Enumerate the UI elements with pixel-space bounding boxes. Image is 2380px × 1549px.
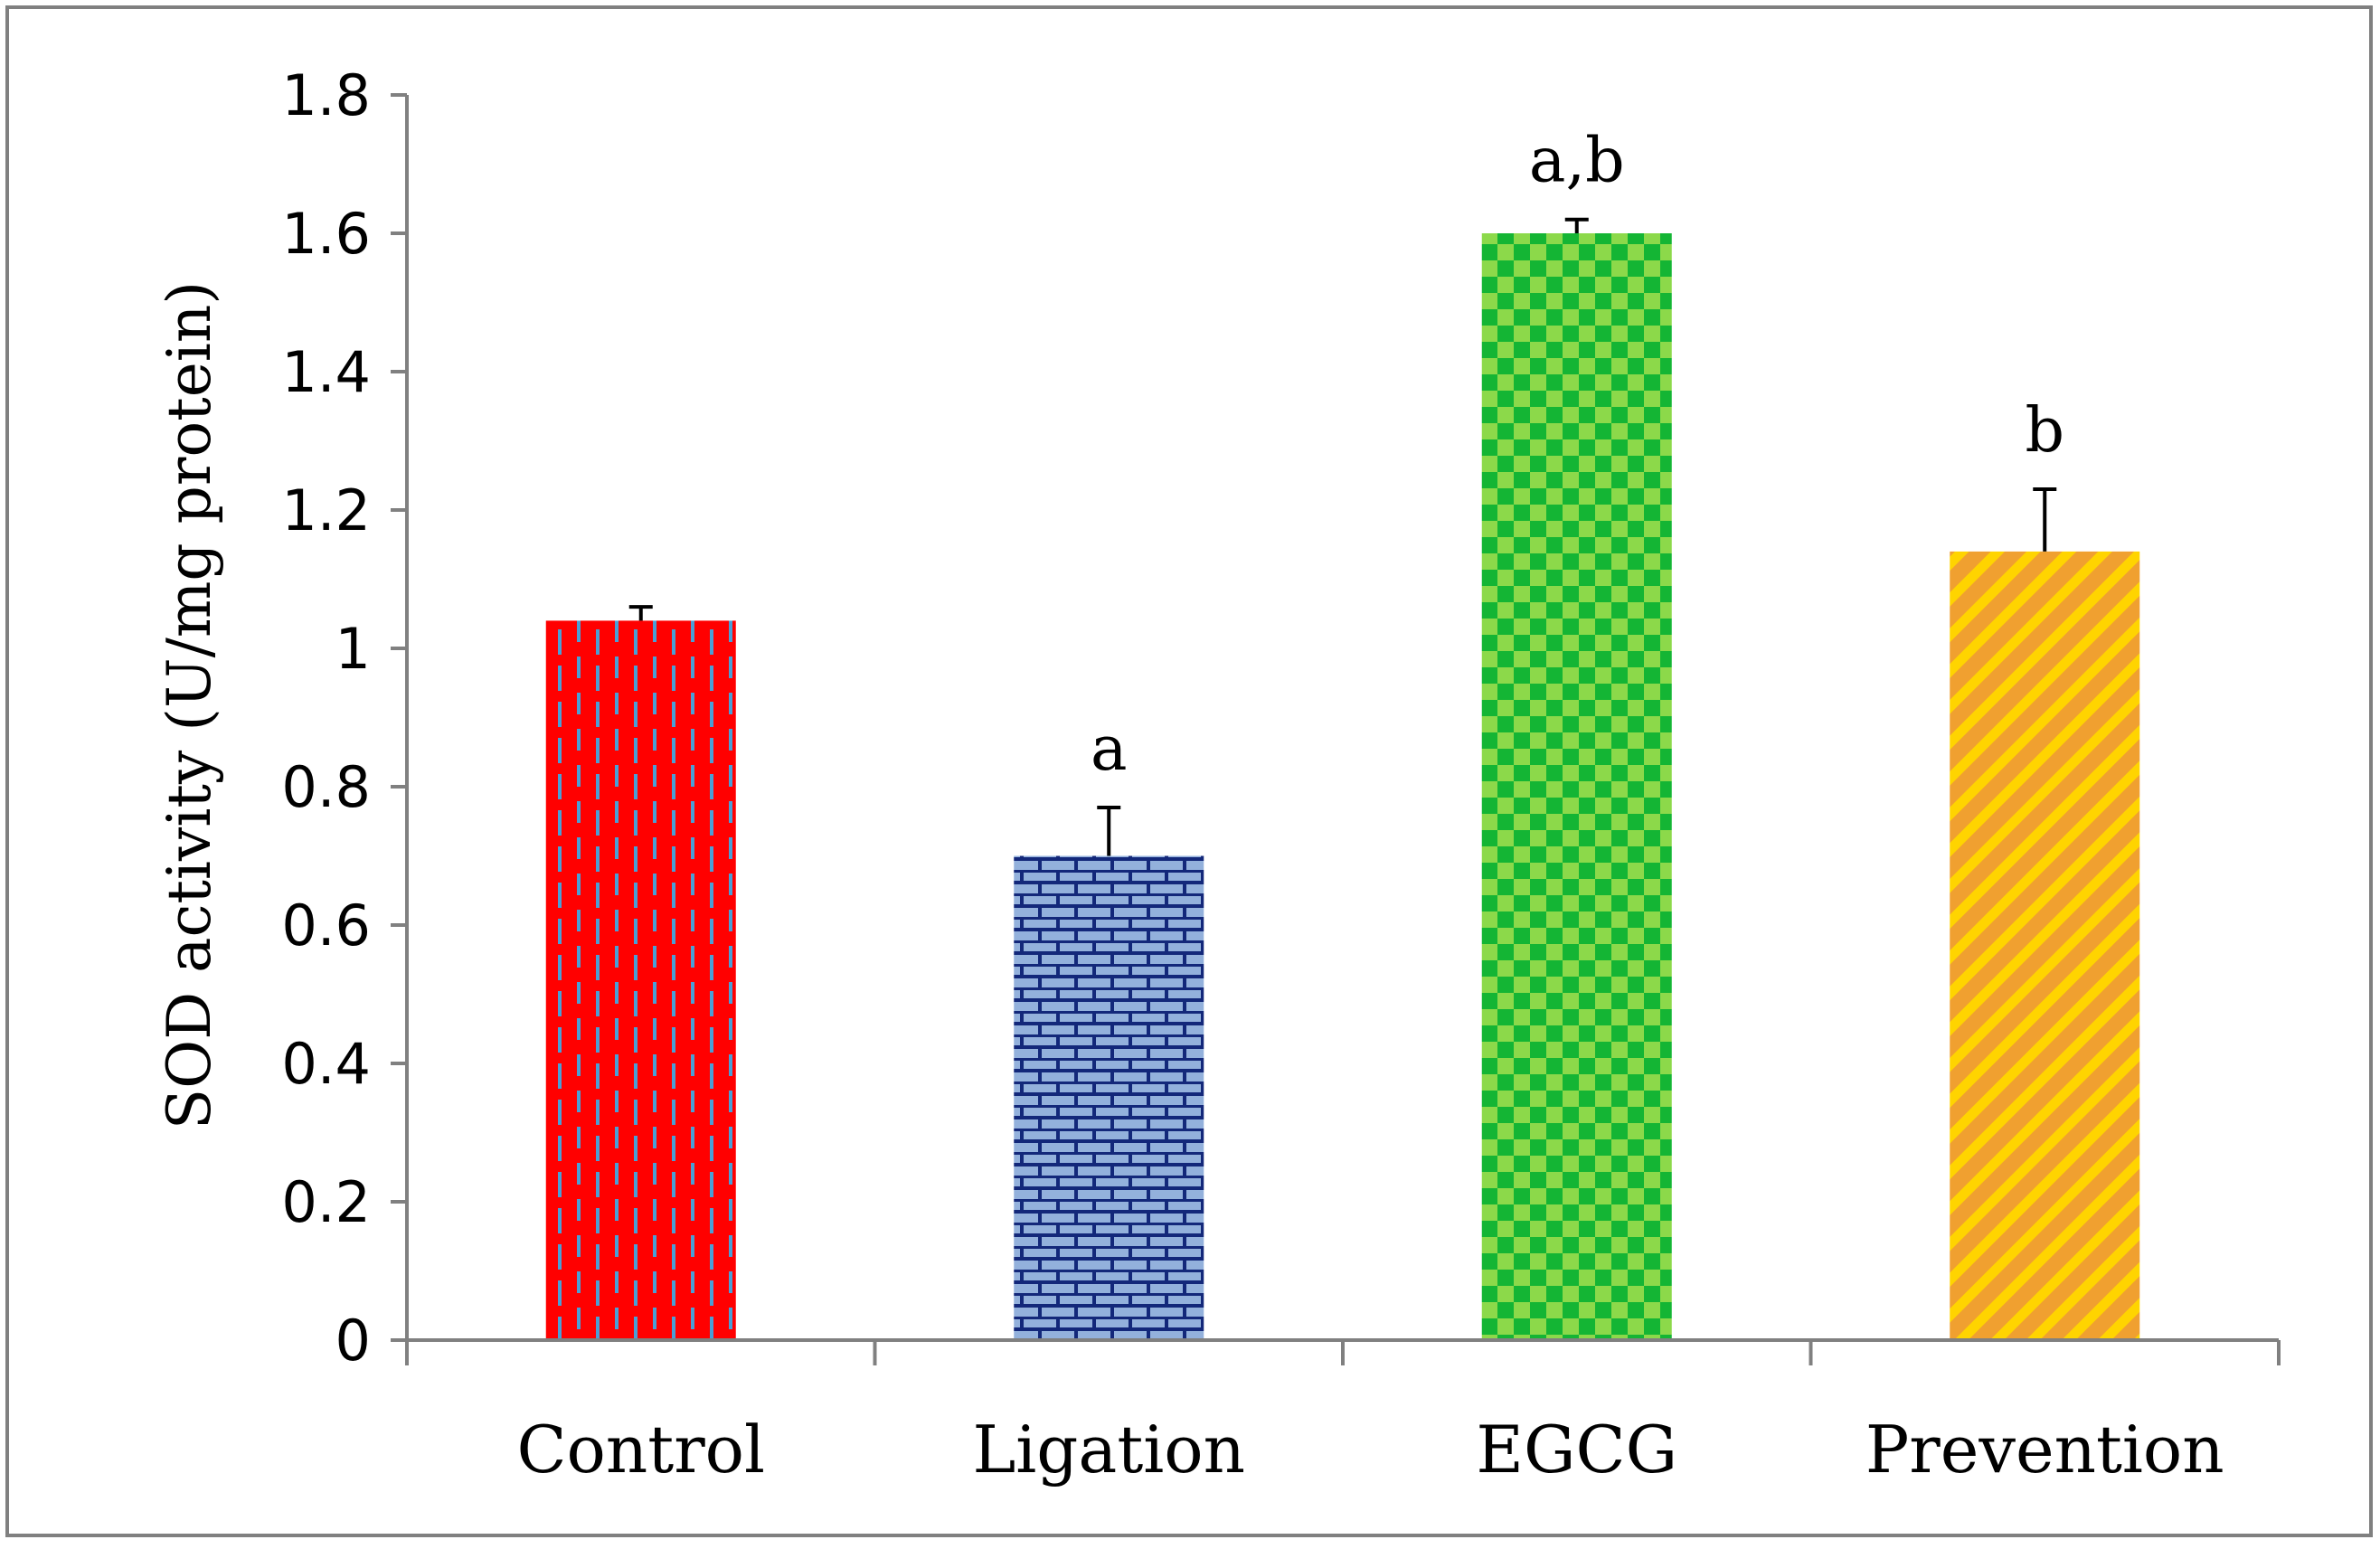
bar-egcg (1481, 233, 1672, 1340)
y-tick-label: 0.6 (281, 893, 371, 959)
y-tick-label: 1.6 (281, 201, 371, 267)
y-axis-title: SOD activity (U/mg protein) (155, 281, 224, 1129)
bar-ligation (1014, 855, 1204, 1340)
significance-label-ligation: a (1091, 713, 1128, 785)
y-tick-label: 1.2 (281, 477, 371, 543)
chart-frame (5, 5, 2373, 1537)
y-tick-label: 1.8 (281, 62, 371, 128)
x-tick-label-egcg: EGCG (1476, 1412, 1677, 1488)
error-bar-control (628, 605, 653, 621)
y-tick-label: 0.8 (281, 754, 371, 820)
x-tick-label-control: Control (516, 1412, 765, 1488)
y-tick-label: 1.4 (281, 339, 371, 405)
x-tick-label-ligation: Ligation (972, 1412, 1245, 1488)
labels-layer: Control a Ligation a,b EGCG b Prevention 0 0.2 0.… (281, 62, 2224, 1488)
error-bar-ligation (1097, 805, 1121, 856)
significance-label-prevention: b (2025, 395, 2064, 467)
significance-label-egcg: a,b (1529, 126, 1625, 197)
y-tick-label: 1 (335, 616, 371, 682)
bars-layer (545, 217, 2140, 1340)
bar-control (545, 620, 736, 1340)
x-tick-label-prevention: Prevention (1865, 1412, 2224, 1488)
bar-prevention (1950, 551, 2140, 1340)
y-tick-label: 0 (335, 1308, 371, 1374)
error-bar-egcg (1564, 217, 1589, 233)
axes-layer (391, 93, 2281, 1365)
y-tick-label: 0.4 (281, 1031, 371, 1097)
y-tick-label: 0.2 (281, 1169, 371, 1235)
error-bar-prevention (2033, 487, 2057, 552)
